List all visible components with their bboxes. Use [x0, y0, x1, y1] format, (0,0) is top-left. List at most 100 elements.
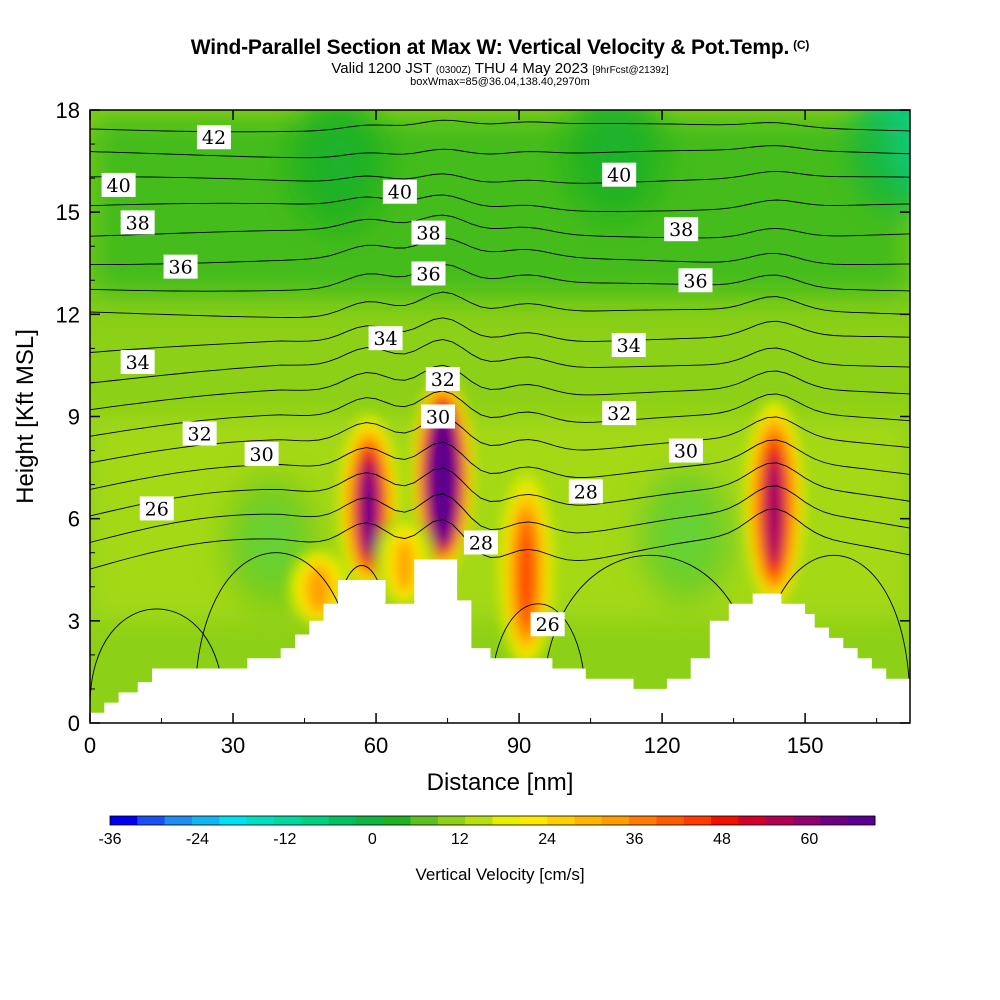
- colorbar-swatch: [574, 816, 603, 825]
- theta-contour-line: [90, 364, 910, 411]
- contour-label-box: [602, 162, 637, 187]
- contour-label-box: [678, 268, 713, 293]
- contour-label: 28: [463, 530, 498, 555]
- contour-label-box: [368, 326, 403, 351]
- contour-label: 38: [120, 210, 155, 235]
- contour-label-text: 32: [431, 369, 455, 391]
- y-axis-label: Height [Kft MSL]: [12, 329, 39, 504]
- x-tick-label: 0: [84, 733, 96, 758]
- colorbar-swatch: [656, 816, 685, 825]
- colorbar-swatch: [847, 816, 876, 825]
- contour-label: 26: [530, 612, 565, 637]
- contour-label-text: 32: [607, 403, 631, 425]
- contour-label: 30: [244, 441, 279, 466]
- colorbar-swatch: [355, 816, 384, 825]
- x-axis-label: Distance [nm]: [427, 769, 574, 796]
- contour-label-box: [611, 332, 646, 357]
- theta-contour-line: [90, 508, 910, 570]
- x-tick-label: 120: [644, 733, 681, 758]
- contour-label-text: 36: [168, 257, 192, 279]
- contour-label: 28: [568, 479, 603, 504]
- y-tick-label: 12: [56, 302, 80, 327]
- terrain-mask: [90, 559, 910, 723]
- colorbar-swatch: [246, 816, 275, 825]
- contour-label: 40: [382, 179, 417, 204]
- updraft-band: [436, 433, 449, 530]
- colorbar-swatch: [110, 816, 138, 825]
- contour-label-box: [425, 367, 460, 392]
- contour-label-box: [382, 179, 417, 204]
- subtitle-date: THU 4 May 2023: [474, 60, 589, 77]
- colorbar-label: Vertical Velocity [cm/s]: [415, 865, 584, 884]
- contour-label-box: [163, 254, 198, 279]
- colorbar-swatch: [301, 816, 330, 825]
- colorbar-swatch: [383, 816, 412, 825]
- contour-label: 38: [664, 217, 699, 242]
- contour-label-box: [530, 612, 565, 637]
- contour-label-text: 34: [373, 328, 397, 350]
- updraft-band: [362, 466, 375, 553]
- contour-label: 40: [602, 162, 637, 187]
- contour-label-text: 36: [683, 270, 707, 292]
- subtitle-valid: Valid 1200 JST: [331, 60, 432, 77]
- x-tick-label: 60: [364, 733, 388, 758]
- theta-contour-line: [90, 439, 910, 490]
- contour-label-text: 28: [574, 481, 598, 503]
- contour-label-text: 40: [107, 175, 131, 197]
- theta-contour-line: [90, 390, 910, 437]
- theta-contour-line: [90, 194, 910, 212]
- contour-label: 34: [120, 350, 155, 375]
- theta-contour-line: [90, 462, 910, 517]
- chart-subtitle: Valid 1200 JST (0300Z) THU 4 May 2023 [9…: [0, 60, 1000, 77]
- copyright-mark: (C): [793, 38, 810, 52]
- contour-label: 32: [182, 421, 217, 446]
- contour-label-text: 40: [607, 165, 631, 187]
- contour-label-text: 30: [674, 441, 698, 463]
- contour-label-box: [182, 421, 217, 446]
- y-tick-label: 6: [68, 507, 80, 532]
- contour-label: 36: [678, 268, 713, 293]
- updraft-band: [398, 542, 411, 589]
- colorbar-tick-label: -12: [273, 831, 296, 848]
- colorbar-swatch: [601, 816, 630, 825]
- subtitle-fcst: [9hrFcst@2139z]: [592, 65, 669, 76]
- updraft-band: [520, 527, 533, 627]
- contour-label: 36: [163, 254, 198, 279]
- colorbar-tick-label: 48: [713, 831, 731, 848]
- colorbar-swatch: [820, 816, 849, 825]
- colorbar-swatch: [683, 816, 712, 825]
- contour-label-text: 32: [188, 424, 212, 446]
- theta-contour-line: [90, 608, 224, 706]
- colorbar-tick-label: -36: [98, 831, 121, 848]
- contour-label-box: [463, 530, 498, 555]
- colorbar-swatch: [765, 816, 794, 825]
- colorbar-swatch: [328, 816, 357, 825]
- contour-label-text: 38: [416, 223, 440, 245]
- colorbar-swatch: [519, 816, 548, 825]
- colorbar-swatch: [191, 816, 220, 825]
- contour-label-text: 42: [202, 127, 226, 149]
- y-tick-label: 9: [68, 405, 80, 430]
- colorbar: -36 -24 -12 0 12 24 36 48 60 Vertical Velocity [c…: [98, 815, 876, 884]
- theta-contour-line: [90, 291, 910, 318]
- x-tick-label: 30: [221, 733, 245, 758]
- contour-label-box: [101, 172, 136, 197]
- colorbar-swatch: [437, 816, 466, 825]
- contour-label-box: [568, 479, 603, 504]
- theta-contour-line: [90, 317, 910, 353]
- colorbar-swatch: [738, 816, 767, 825]
- contour-label: 30: [668, 438, 703, 463]
- contour-label-text: 28: [469, 533, 493, 555]
- contour-label-box: [421, 404, 456, 429]
- contour-label: 34: [368, 326, 403, 351]
- contour-label-text: 38: [126, 212, 150, 234]
- colorbar-swatch: [465, 816, 493, 825]
- contour-label-box: [668, 438, 703, 463]
- contour-label-text: 38: [669, 219, 693, 241]
- contour-label-text: 26: [536, 614, 560, 636]
- colorbar-swatch: [629, 816, 657, 825]
- chart-subtitle-2: boxWmax=85@36.04,138.40,2970m: [410, 76, 590, 88]
- contour-label-text: 36: [416, 263, 440, 285]
